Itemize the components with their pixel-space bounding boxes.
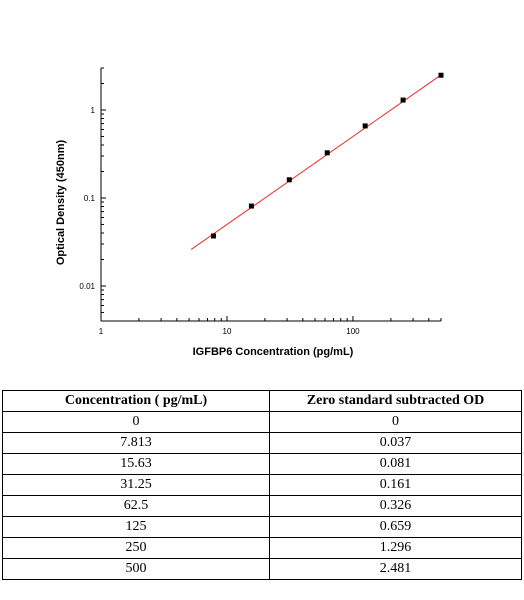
concentration-cell: 0 [2,411,270,433]
concentration-cell: 31.25 [2,474,270,496]
table-row: 500 2.481 [2,558,522,580]
data-points [210,72,444,239]
od-cell: 0.081 [269,453,522,475]
data-point [324,150,330,156]
x-axis-title: IGFBP6 Concentration (pg/mL) [193,346,354,358]
table-row: 125 0.659 [2,516,522,538]
chart-axes [100,68,441,322]
table-row: 250 1.296 [2,537,522,559]
y-tick-label: 0.1 [84,194,96,203]
standard-curve-chart: 1 10 100 0.01 0.1 1 IGFBP6 Concentration (pg/… [55,67,444,358]
od-cell: 0.326 [269,495,522,517]
od-cell: 1.296 [269,537,522,559]
y-axis-title: Optical Density (450nm) [55,140,67,266]
concentration-header: Concentration ( pg/mL) [2,390,270,412]
table-row: 15.63 0.081 [2,453,522,475]
concentration-cell: 250 [2,537,270,559]
od-cell: 0.161 [269,474,522,496]
y-tick-label: 1 [91,106,96,115]
data-point [400,97,406,103]
data-point [286,177,292,183]
concentration-cell: 7.813 [2,432,270,454]
data-point [438,72,444,78]
od-cell: 0.659 [269,516,522,538]
x-tick-label: 10 [223,327,232,336]
data-point [362,123,368,129]
table-row: 62.5 0.326 [2,495,522,517]
od-cell: 2.481 [269,558,522,580]
table-row: 7.813 0.037 [2,432,522,454]
od-cell: 0.037 [269,432,522,454]
concentration-cell: 500 [2,558,270,580]
y-tick-label: 0.01 [79,282,95,291]
table-row: 31.25 0.161 [2,474,522,496]
data-point [210,233,216,239]
od-cell: 0 [269,411,522,433]
standard-data-table: Concentration ( pg/mL) Zero standard sub… [2,390,522,580]
fit-line [190,74,442,250]
concentration-cell: 62.5 [2,495,270,517]
x-tick-label: 1 [99,327,104,336]
fit-line-group [190,74,442,250]
table-header-row: Concentration ( pg/mL) Zero standard sub… [2,390,522,412]
concentration-cell: 15.63 [2,453,270,475]
table-row: 0 0 [2,411,522,433]
od-header: Zero standard subtracted OD [269,390,522,412]
data-point [248,203,254,209]
x-tick-label: 100 [346,327,360,336]
chart-ticks: 1 10 100 0.01 0.1 1 [79,67,442,336]
concentration-cell: 125 [2,516,270,538]
